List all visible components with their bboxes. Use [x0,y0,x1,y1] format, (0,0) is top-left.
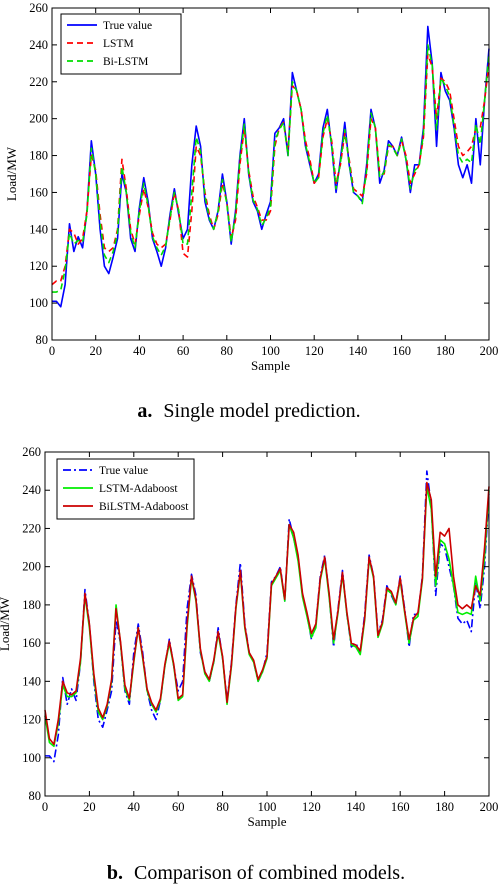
x-tick-label: 200 [480,344,498,358]
y-tick-label: 200 [29,112,48,126]
chart-b: 0 20 40 60 80 100 120 140 160 180 200 80 100 120 140 16… [0,445,498,829]
y-tick-label: 240 [29,38,48,52]
y-tick-label: 140 [22,674,41,688]
x-tick-label: 160 [391,800,410,814]
y-tick-label: 220 [29,75,48,89]
x-tick-label: 100 [261,344,280,358]
series-line-2 [52,44,490,293]
y-tick-label: 260 [22,445,41,459]
caption-a-prefix: a. [137,400,152,422]
x-tick-label: 140 [346,800,365,814]
legend-label: LSTM [103,38,134,50]
x-tick-label: 180 [435,800,454,814]
y-tick-label: 80 [36,333,49,347]
y-tick-label: 100 [29,296,48,310]
legend-label: True value [99,465,148,477]
chart-a: 0 20 40 60 80 100 120 140 160 180 200 80 100 120 140 16… [4,1,498,373]
caption-b-prefix: b. [107,862,123,884]
y-tick-label: 220 [22,521,41,535]
caption-a-text: Single model prediction. [163,400,360,422]
y-axis-label: Load/MW [0,596,12,651]
series-line-1 [44,485,490,748]
legend-label: BiLSTM-Adaboost [99,501,189,513]
y-tick-label: 160 [22,636,41,650]
x-tick-label: 120 [305,344,324,358]
y-tick-label: 160 [29,185,48,199]
y-tick-label: 200 [22,560,41,574]
series-line-0 [45,470,490,763]
x-tick-label: 20 [89,344,102,358]
y-axis-label: Load/MW [4,146,19,201]
y-tick-label: 180 [22,598,41,612]
x-axis-label: Sample [251,358,290,373]
y-tick-label: 120 [22,713,41,727]
x-tick-label: 40 [133,344,146,358]
legend: True value LSTM-Adaboost BiLSTM-Adaboost [56,458,195,520]
legend-box [60,13,182,75]
y-tick-label: 120 [29,259,48,273]
caption-b-text: Comparison of combined models. [134,862,405,884]
x-tick-label: 100 [258,800,277,814]
x-axis-label: Sample [248,814,287,829]
x-tick-label: 60 [177,344,190,358]
legend-label: True value [103,20,152,32]
x-tick-label: 0 [42,800,48,814]
series-line-1 [51,53,490,286]
x-tick-label: 60 [172,800,185,814]
x-tick-label: 80 [221,344,234,358]
y-tick-label: 140 [29,222,48,236]
x-tick-label: 80 [216,800,229,814]
x-tick-label: 40 [128,800,141,814]
legend: True value LSTM Bi-LSTM [60,13,182,75]
y-tick-label: 260 [29,1,48,15]
x-tick-label: 140 [349,344,368,358]
y-tick-label: 80 [29,789,42,803]
legend-label: Bi-LSTM [103,56,148,68]
series-line-2 [44,481,490,746]
x-tick-label: 160 [392,344,411,358]
y-tick-label: 240 [22,483,41,497]
caption-a: a. Single model prediction. [137,400,360,422]
y-tick-label: 100 [22,751,41,765]
caption-b: b. Comparison of combined models. [107,862,405,884]
x-tick-label: 180 [436,344,455,358]
x-tick-label: 200 [480,800,498,814]
legend-box [56,458,195,520]
x-tick-label: 20 [83,800,96,814]
x-tick-label: 0 [49,344,55,358]
y-tick-label: 180 [29,149,48,163]
x-tick-label: 120 [302,800,321,814]
legend-label: LSTM-Adaboost [99,483,178,495]
